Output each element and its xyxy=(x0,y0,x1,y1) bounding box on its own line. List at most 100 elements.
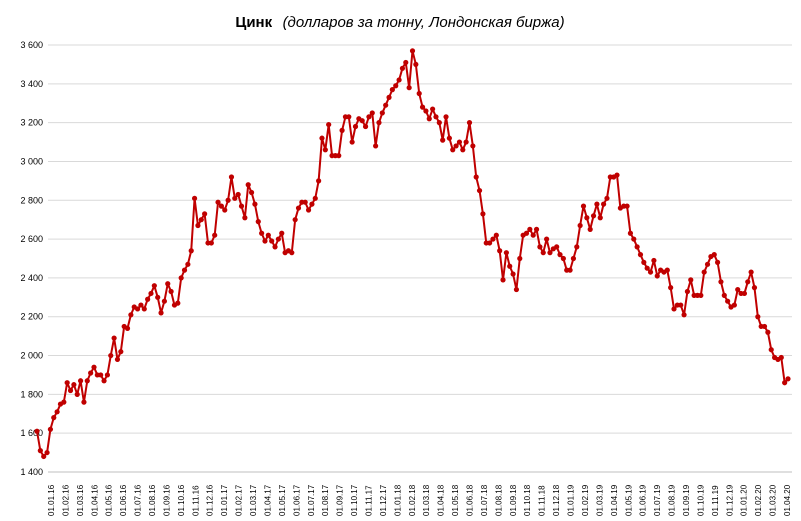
x-tick-label: 01.10.19 xyxy=(696,484,705,516)
x-tick-label: 01.08.16 xyxy=(148,484,157,516)
data-point xyxy=(386,94,392,100)
data-point xyxy=(279,230,285,236)
data-point xyxy=(473,174,479,180)
data-point xyxy=(295,205,302,211)
y-tick-label: 2 400 xyxy=(20,273,43,283)
data-point xyxy=(47,426,54,432)
data-point xyxy=(460,147,466,153)
x-axis-ticks: 01.01.16 01.02.16 01.03.16 01.04.16 01.05.16… xyxy=(47,484,792,516)
data-point xyxy=(517,255,523,262)
data-point xyxy=(118,349,124,355)
data-point xyxy=(101,378,107,384)
data-point xyxy=(714,259,721,265)
data-point xyxy=(245,182,251,188)
data-point xyxy=(651,257,657,264)
data-point xyxy=(768,347,774,353)
data-point xyxy=(436,120,442,126)
x-tick-label: 01.03.16 xyxy=(76,484,85,516)
data-point xyxy=(77,378,84,384)
data-point xyxy=(54,409,60,415)
chart-subtitle: (долларов за тонну, Лондонская биржа) xyxy=(283,14,565,31)
data-point xyxy=(741,290,748,297)
data-point xyxy=(235,191,241,198)
data-point xyxy=(450,147,456,153)
data-point xyxy=(718,279,724,285)
x-tick-label: 01.08.17 xyxy=(321,484,330,516)
data-point xyxy=(513,286,520,293)
data-point xyxy=(212,232,218,238)
series-line xyxy=(36,49,789,458)
data-point xyxy=(761,323,768,330)
data-point xyxy=(141,306,147,312)
data-point xyxy=(604,195,610,201)
data-point xyxy=(567,267,573,273)
x-tick-label: 01.01.20 xyxy=(740,484,749,516)
data-point xyxy=(523,230,530,236)
data-point xyxy=(547,250,553,256)
x-tick-label: 01.07.16 xyxy=(134,484,143,516)
data-point xyxy=(500,277,506,283)
data-point xyxy=(416,90,422,97)
x-tick-label: 01.04.19 xyxy=(610,484,619,516)
data-point xyxy=(292,217,298,223)
data-point xyxy=(647,269,654,275)
data-point xyxy=(61,399,67,405)
data-point xyxy=(463,139,469,145)
data-point xyxy=(624,203,630,209)
data-point xyxy=(554,244,560,250)
data-point xyxy=(403,59,409,66)
data-point xyxy=(627,230,634,236)
data-point xyxy=(51,415,57,421)
data-point xyxy=(104,372,111,378)
data-point xyxy=(259,230,265,236)
data-point xyxy=(111,335,117,341)
data-point xyxy=(426,116,432,122)
data-point xyxy=(346,114,352,120)
data-point xyxy=(262,238,268,244)
data-point xyxy=(383,102,389,108)
data-point xyxy=(148,290,154,297)
data-point xyxy=(433,114,439,120)
data-point xyxy=(540,250,546,256)
x-tick-label: 01.01.19 xyxy=(567,484,576,516)
series-layer xyxy=(34,48,791,460)
data-point xyxy=(745,279,751,285)
y-tick-label: 3 400 xyxy=(20,79,43,89)
data-point xyxy=(681,312,687,318)
data-point xyxy=(544,236,550,242)
data-point xyxy=(413,61,419,68)
data-point xyxy=(406,85,412,91)
x-tick-label: 01.02.17 xyxy=(235,484,244,516)
data-point xyxy=(289,250,295,256)
data-point xyxy=(158,310,164,316)
data-point xyxy=(470,143,476,149)
data-point xyxy=(41,453,47,460)
x-tick-label: 01.12.16 xyxy=(206,484,215,516)
data-point xyxy=(84,378,90,384)
data-point xyxy=(574,244,580,250)
data-point xyxy=(74,391,80,397)
data-point xyxy=(232,195,238,201)
data-point xyxy=(493,232,499,238)
data-point xyxy=(782,380,788,386)
x-tick-label: 01.06.16 xyxy=(119,484,128,516)
x-tick-label: 01.04.16 xyxy=(90,484,99,516)
data-point xyxy=(71,382,77,388)
data-point xyxy=(191,195,198,201)
x-tick-label: 01.12.19 xyxy=(725,484,734,516)
x-tick-label: 01.09.18 xyxy=(509,484,518,516)
data-point xyxy=(668,285,674,291)
data-point xyxy=(195,222,201,229)
data-point xyxy=(698,292,704,298)
data-point xyxy=(373,143,379,149)
data-point xyxy=(255,219,261,225)
data-point xyxy=(778,354,784,361)
x-tick-label: 01.12.18 xyxy=(552,484,561,516)
data-point xyxy=(362,123,369,130)
data-point xyxy=(644,265,650,271)
y-tick-label: 2 800 xyxy=(20,195,43,205)
data-point xyxy=(725,298,731,304)
data-point xyxy=(128,312,134,318)
data-point xyxy=(265,232,271,238)
